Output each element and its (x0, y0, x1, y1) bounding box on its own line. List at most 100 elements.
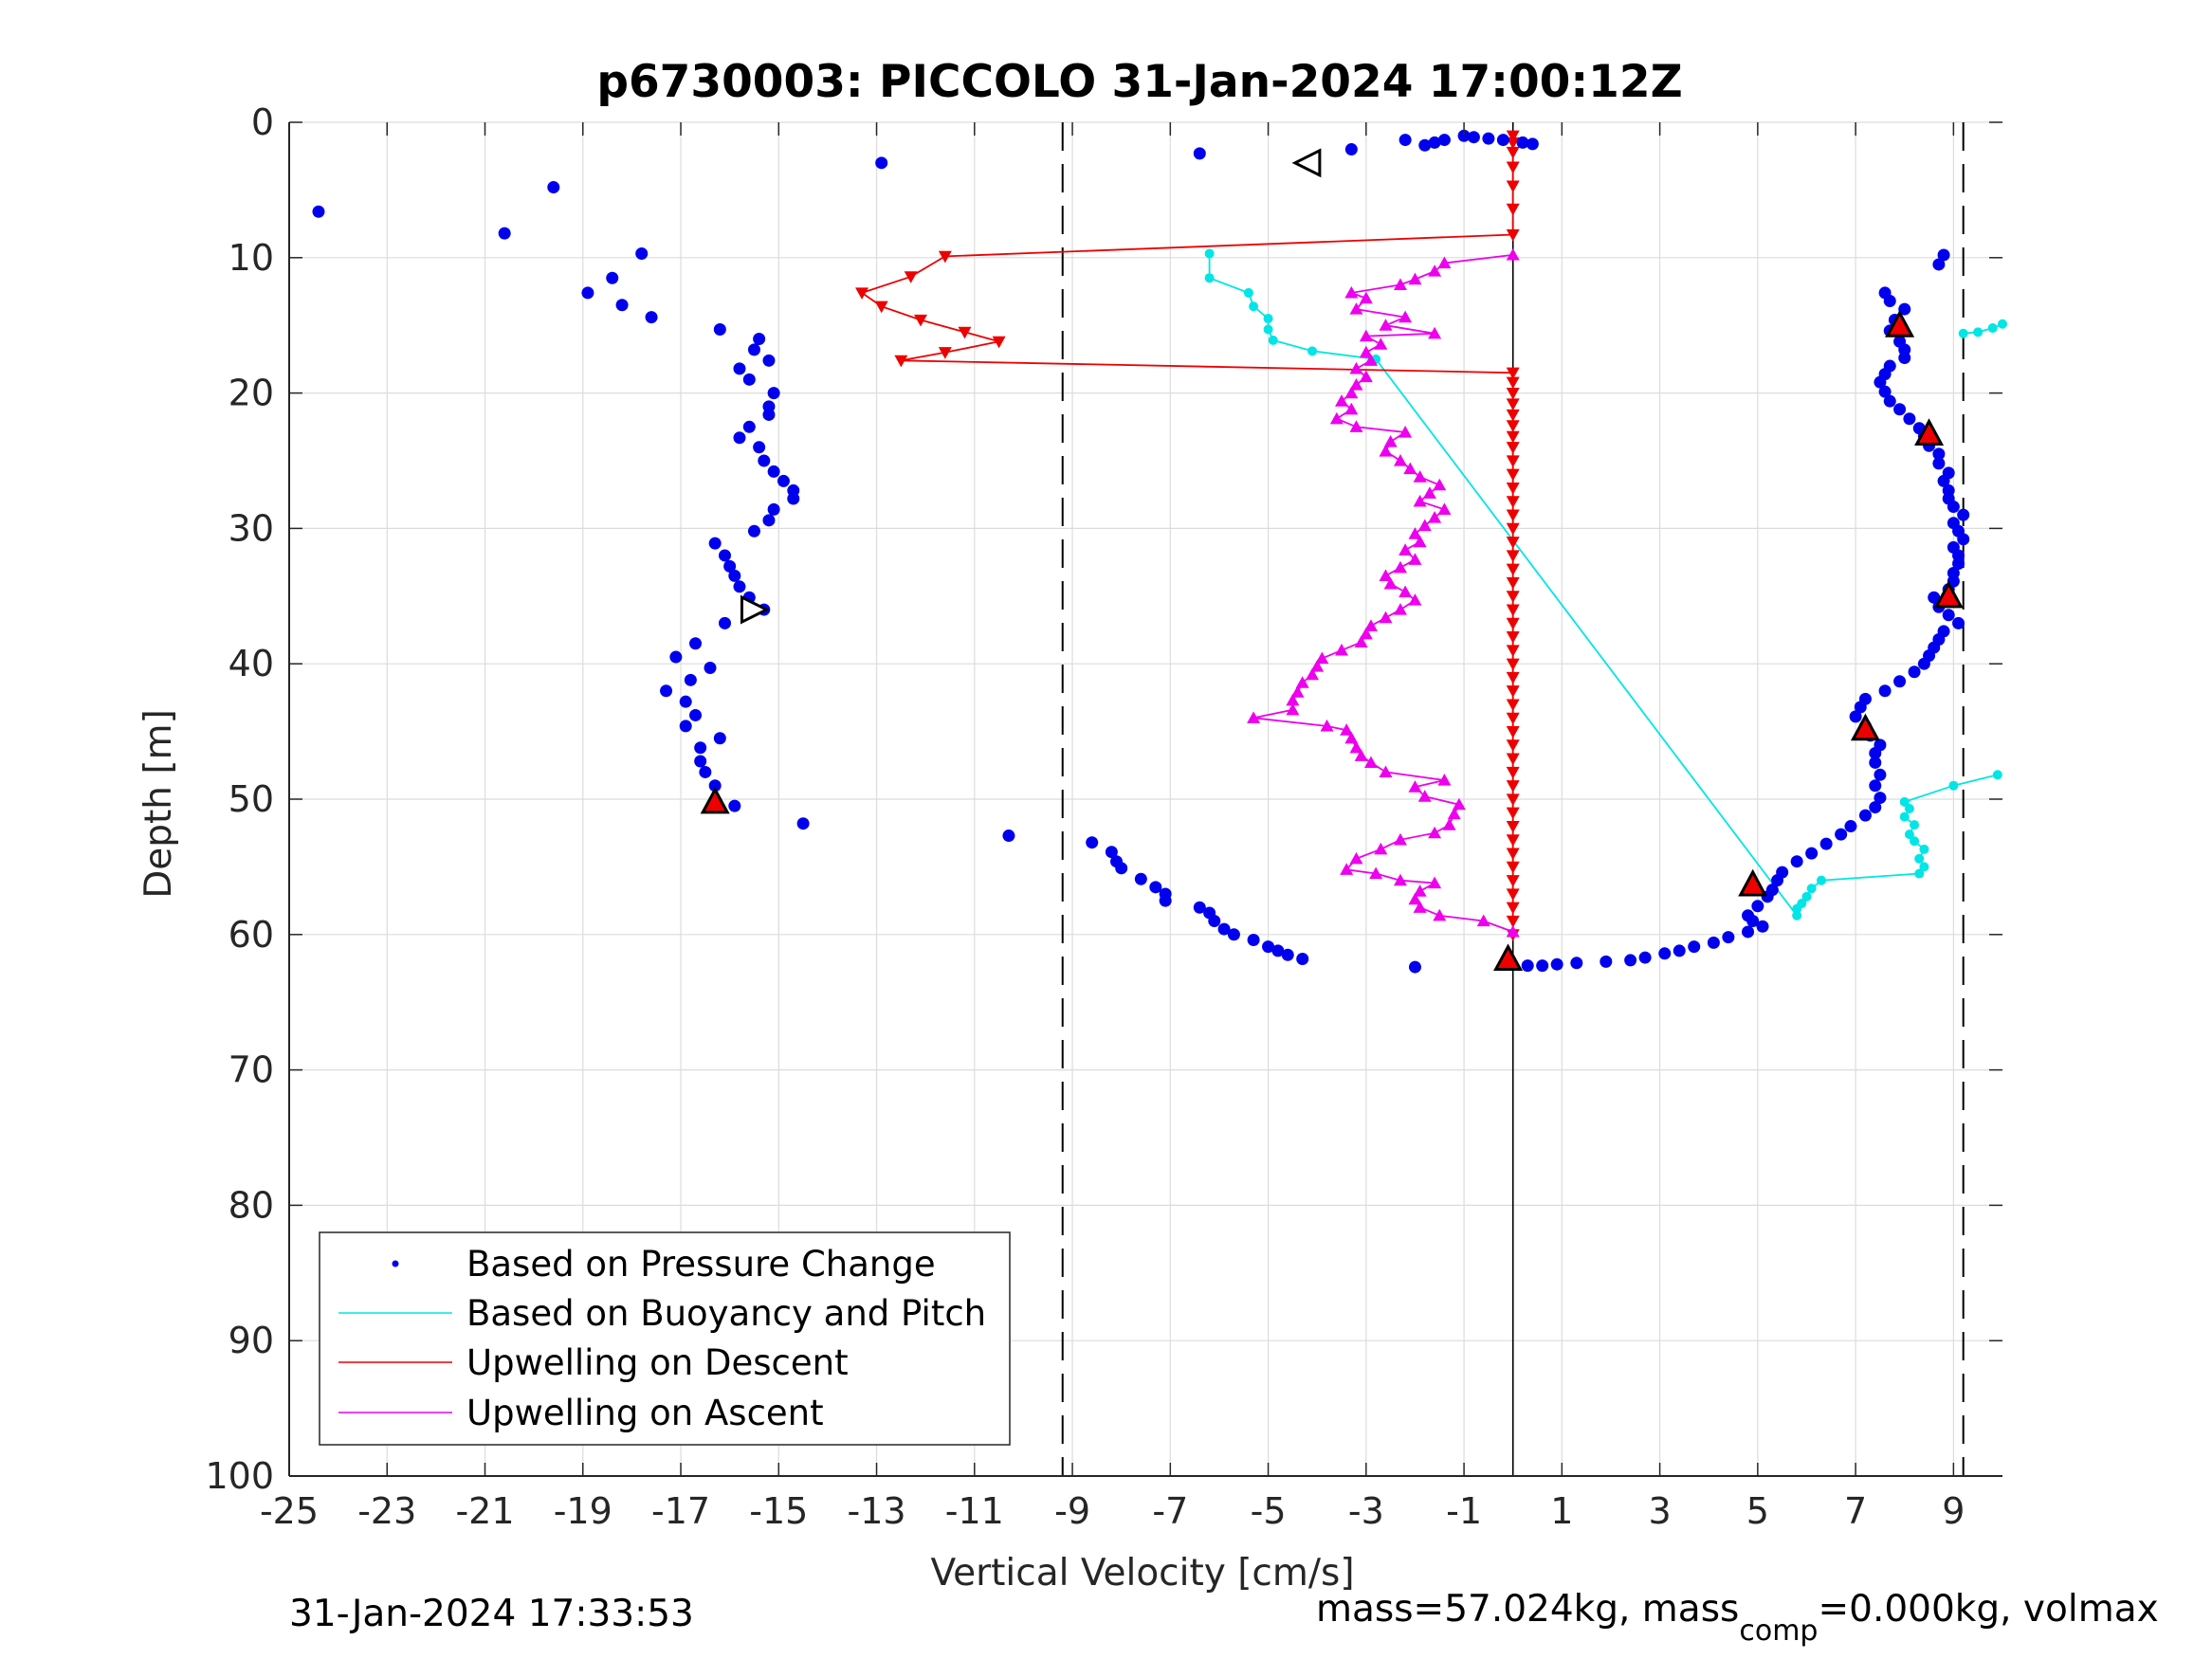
descent-point (914, 314, 928, 327)
pressure-point (581, 286, 594, 300)
descent-point (1506, 509, 1520, 522)
legend-swatch-pressure (392, 1260, 399, 1267)
y-tick-label: 30 (229, 507, 274, 549)
descent-point (1506, 915, 1520, 928)
buoyancy-point (1797, 898, 1807, 908)
ascent-point (1393, 832, 1407, 846)
descent-point (1506, 376, 1520, 390)
pressure-point (708, 537, 722, 550)
buoyancy-point (1973, 327, 1983, 337)
pressure-point (758, 454, 771, 467)
descent-point (1506, 522, 1520, 536)
pressure-point (1398, 134, 1412, 147)
pressure-point (679, 720, 692, 733)
ascent-point (1349, 302, 1363, 315)
pressure-point (1134, 872, 1147, 885)
pressure-point (1869, 801, 1882, 814)
pressure-point (1893, 403, 1907, 416)
legend-label-buoyancy: Based on Buoyancy and Pitch (466, 1293, 986, 1334)
pressure-point (684, 673, 697, 686)
buoyancy-point (1948, 780, 1959, 791)
descent-point (1506, 591, 1520, 603)
pressure-point (787, 492, 800, 505)
pressure-point (1751, 900, 1764, 913)
pressure-point (1418, 138, 1432, 152)
descent-point (904, 271, 918, 283)
y-tick-label: 20 (229, 373, 274, 414)
pressure-point (1600, 955, 1613, 968)
ascent-point (1379, 765, 1393, 778)
pressure-point (1819, 837, 1833, 850)
descent-point (1506, 604, 1520, 617)
pressure-point (1874, 768, 1887, 781)
x-tick-label: -25 (260, 1490, 319, 1532)
pressure-point (1893, 335, 1907, 348)
descent-point (874, 301, 888, 314)
descent-point (992, 336, 1006, 349)
ascent-point (1393, 603, 1407, 615)
buoyancy-point (1914, 868, 1925, 879)
pressure-point (1428, 136, 1441, 149)
legend: Based on Pressure Change Based on Buoyan… (319, 1231, 1011, 1446)
ascent-point (1315, 651, 1329, 665)
ascent-point (1408, 892, 1422, 905)
y-tick-label: 90 (229, 1320, 274, 1361)
ascent-point (1359, 329, 1373, 342)
ascent-point (1286, 702, 1300, 716)
pressure-point (1947, 567, 1960, 580)
pressure-point (1115, 862, 1128, 875)
highlight-marker (1850, 713, 1880, 741)
ascent-point (1349, 378, 1363, 391)
buoyancy-point (1204, 248, 1215, 259)
pressure-point (708, 779, 722, 793)
buoyancy-point (1307, 346, 1318, 356)
descent-point (1506, 699, 1520, 712)
pressure-point (669, 650, 683, 664)
pressure-point (762, 354, 776, 367)
pressure-point (1638, 951, 1652, 964)
ascent-point (1437, 502, 1452, 516)
ascent-point (1437, 774, 1452, 786)
descent-point (855, 287, 869, 300)
pressure-point (1262, 940, 1275, 954)
descent-point (1506, 739, 1520, 752)
ascent-point (1393, 278, 1407, 290)
chart-title: p6730003: PICCOLO 31-Jan-2024 17:00:12Z (596, 56, 1682, 108)
ascent-point (1417, 790, 1432, 802)
descent-point (1506, 780, 1520, 793)
x-tick-label: 3 (1649, 1490, 1672, 1532)
pressure-point (747, 343, 760, 356)
highlight-marker (1914, 418, 1945, 446)
ascent-point (1433, 908, 1447, 921)
pressure-point (1002, 830, 1015, 843)
descent-point (1506, 537, 1520, 549)
legend-label-pressure: Based on Pressure Change (466, 1244, 936, 1285)
pressure-point (1526, 137, 1539, 151)
pressure-point (1658, 947, 1672, 960)
pressure-point (1688, 940, 1701, 954)
highlight-marker (1885, 310, 1915, 337)
buoyancy-point (1910, 820, 1920, 830)
buoyancy-point (1904, 830, 1914, 840)
descent-point (1506, 203, 1520, 216)
descent-point (1506, 563, 1520, 576)
ascent-point (1340, 723, 1354, 736)
pressure-point (689, 708, 703, 721)
y-tick-label: 10 (229, 237, 274, 279)
highlight-marker (1493, 943, 1524, 972)
ascent-point (1413, 901, 1427, 913)
ascent-point (1349, 740, 1363, 754)
pressure-point (728, 569, 741, 582)
pressure-point (1928, 591, 1941, 604)
y-tick-label: 100 (205, 1455, 274, 1497)
descent-point (1506, 137, 1520, 150)
series-ascent (1247, 247, 1520, 938)
ascent-point (1398, 426, 1413, 438)
pressure-point (777, 474, 790, 487)
ascent-point (1428, 826, 1442, 839)
pressure-point (1086, 836, 1099, 849)
pressure-point (704, 661, 717, 674)
ascent-point (1398, 543, 1413, 556)
pressure-point (742, 373, 756, 386)
pressure-point (1550, 957, 1563, 971)
